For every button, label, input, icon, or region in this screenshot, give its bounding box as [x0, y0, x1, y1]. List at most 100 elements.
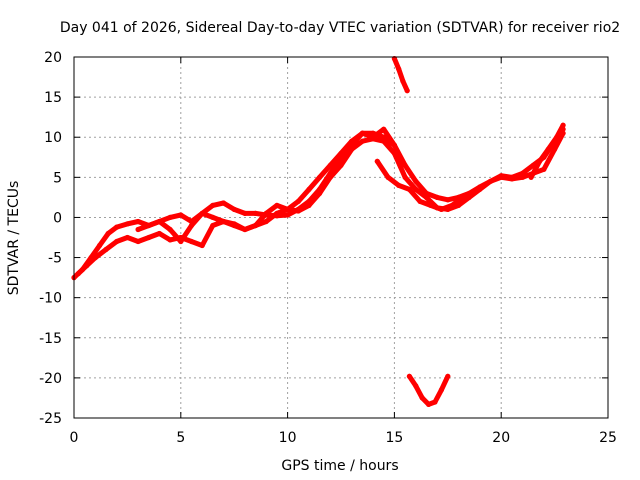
data-point [295, 208, 301, 214]
series-track-c [135, 126, 397, 245]
data-point [178, 238, 184, 245]
data-point [317, 174, 323, 180]
data-point [327, 174, 333, 180]
data-point [306, 186, 312, 192]
data-point [400, 78, 406, 84]
y-tick-label: -25 [39, 411, 62, 427]
data-point [391, 150, 397, 156]
data-point [178, 212, 184, 218]
data-point [498, 174, 504, 180]
data-point [470, 190, 476, 196]
series-track-b [75, 130, 566, 277]
y-tick-label: 5 [53, 170, 62, 186]
data-point [432, 399, 438, 405]
data-point [306, 202, 312, 208]
data-point [114, 238, 120, 245]
data-point [391, 142, 397, 148]
data-point [84, 263, 90, 269]
data-point [417, 198, 423, 204]
y-tick-label: -15 [39, 331, 62, 347]
data-point [487, 178, 494, 184]
data-point [146, 234, 152, 241]
tick-layer: 0 5 10 15 20 25 -25 -20 -15 -10 -5 0 5 10 15 20 [39, 50, 617, 446]
data-point [445, 197, 451, 203]
series-track-e [528, 122, 566, 180]
series-line [71, 126, 566, 281]
data-point [370, 134, 376, 140]
data-point [135, 218, 141, 225]
data-point [188, 222, 195, 229]
data-point [167, 226, 173, 233]
data-point [210, 202, 216, 208]
data-point [413, 178, 419, 184]
series-track-d [374, 158, 476, 212]
data-point [220, 200, 227, 206]
data-point [167, 214, 173, 220]
x-tick-label: 20 [492, 430, 510, 446]
data-point [404, 88, 410, 94]
data-point [285, 206, 291, 212]
data-point [295, 198, 301, 204]
data-point [124, 234, 130, 241]
data-point [220, 218, 227, 225]
data-point [338, 150, 344, 156]
series-segment-top [391, 56, 410, 94]
series-line [75, 130, 566, 277]
data-point [231, 206, 237, 212]
data-point [520, 174, 526, 180]
data-point [188, 238, 195, 245]
data-point [402, 174, 408, 180]
data-point [477, 186, 483, 192]
y-tick-label: -10 [39, 291, 62, 307]
series-segment-bottom [406, 373, 451, 407]
data-point [438, 206, 444, 212]
data-point [105, 230, 111, 237]
data-point [274, 210, 280, 216]
y-axis-label: SDTVAR / TECUs [6, 181, 22, 296]
series-line [374, 158, 476, 212]
y-tick-label: 20 [44, 50, 62, 66]
data-point [426, 401, 432, 407]
data-point [92, 255, 98, 261]
data-point [402, 162, 408, 168]
x-tick-label: 25 [599, 430, 617, 446]
data-point [156, 218, 162, 225]
data-point [97, 242, 103, 249]
data-point [135, 238, 141, 245]
data-point [528, 174, 534, 180]
data-point [242, 226, 248, 233]
data-point [385, 174, 391, 180]
data-point [167, 237, 173, 243]
data-point [263, 218, 269, 225]
data-point [434, 194, 440, 200]
data-point [460, 194, 466, 200]
x-tick-label: 5 [176, 430, 185, 446]
data-point [210, 214, 216, 220]
x-tick-label: 0 [70, 430, 79, 446]
data-point [349, 146, 355, 152]
data-point [545, 146, 551, 152]
y-tick-label: -5 [48, 251, 62, 267]
data-point [210, 222, 216, 229]
data-point [317, 190, 323, 196]
data-point [381, 126, 387, 132]
data-point [359, 138, 365, 144]
data-point [406, 186, 412, 192]
data-point [449, 202, 455, 208]
data-point [413, 186, 419, 192]
data-point [114, 224, 120, 230]
data-point [438, 387, 444, 393]
y-tick-label: -20 [39, 371, 62, 387]
data-point [396, 66, 402, 72]
data-point [419, 395, 425, 401]
data-point [231, 221, 237, 227]
data-point [199, 242, 205, 249]
data-point [338, 162, 344, 168]
data-point [537, 158, 543, 164]
y-tick-label: 15 [44, 90, 62, 106]
data-point [541, 166, 547, 172]
data-point [156, 230, 162, 237]
data-point [253, 210, 259, 216]
y-tick-label: 0 [53, 210, 62, 226]
